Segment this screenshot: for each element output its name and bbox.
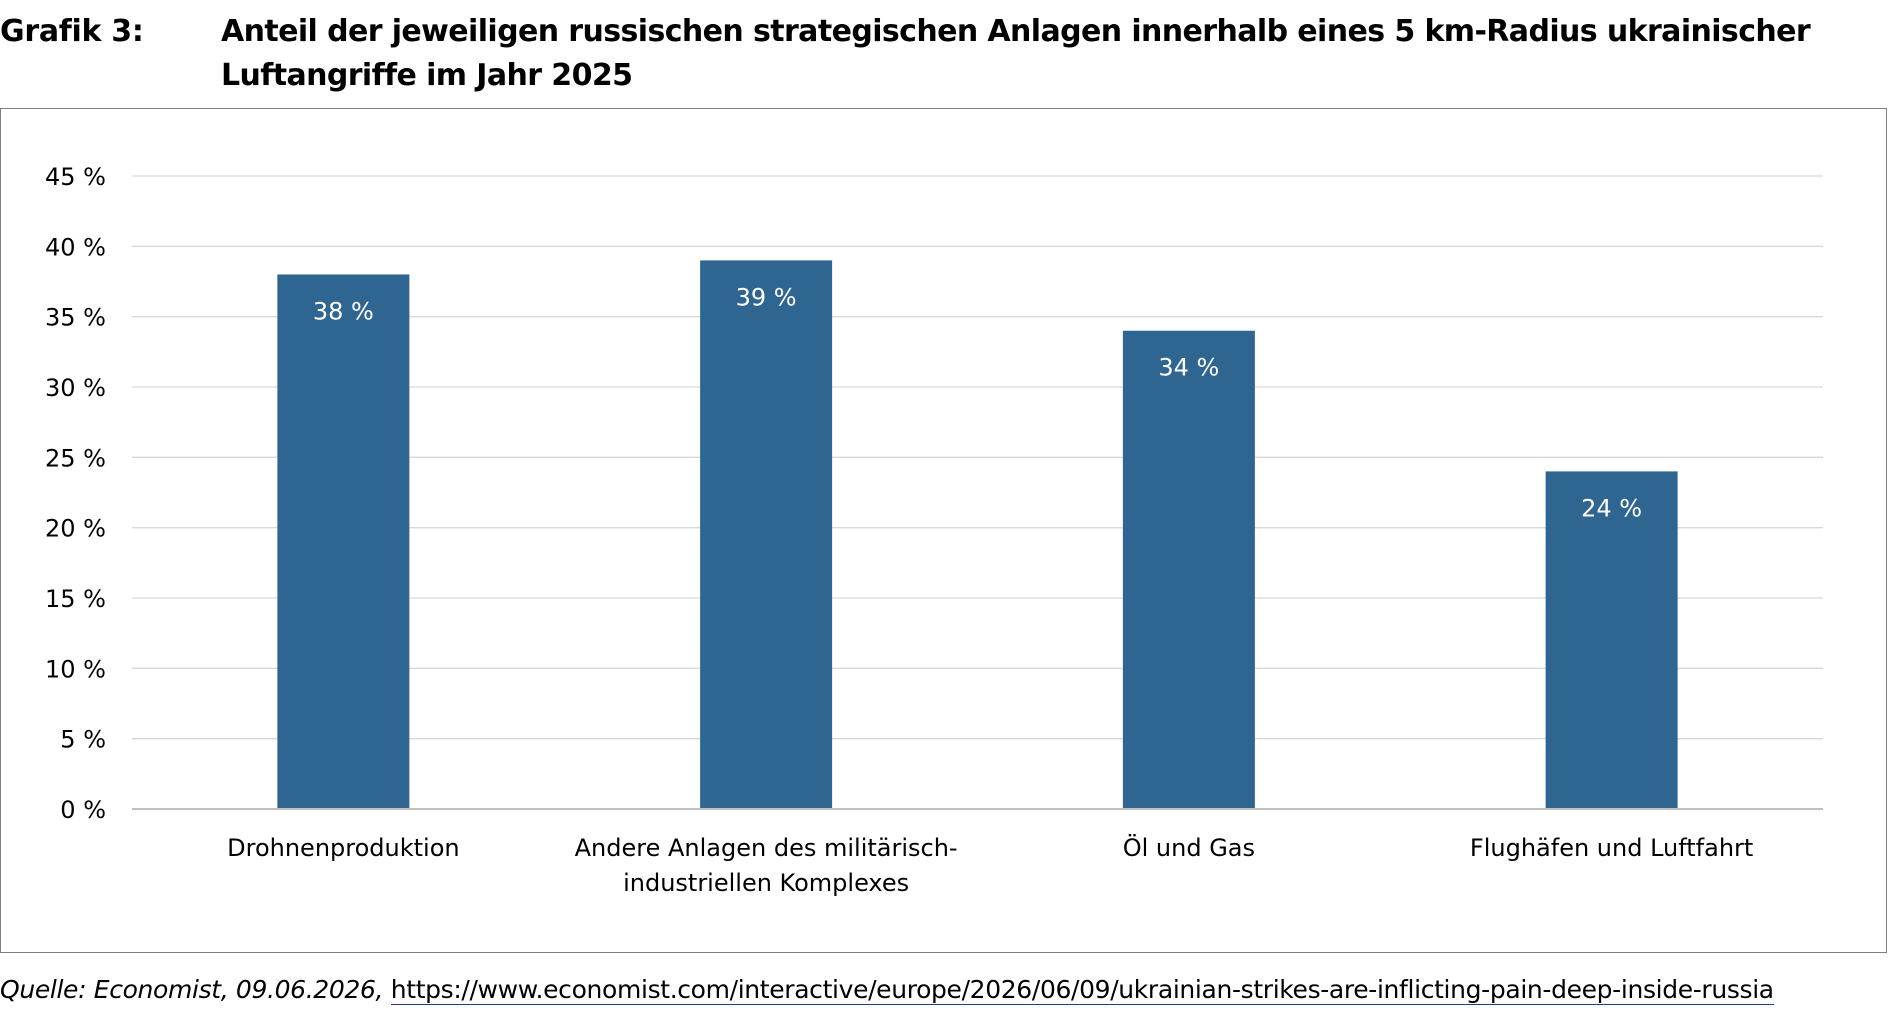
y-tick-label: 0 % bbox=[60, 796, 106, 824]
x-category-label: Öl und Gas bbox=[1123, 833, 1255, 862]
bar bbox=[1545, 471, 1678, 809]
y-tick-label: 15 % bbox=[45, 585, 106, 613]
source-citation: Quelle: Economist, 09.06.2026, bbox=[0, 975, 384, 1004]
bar-data-label: 34 % bbox=[1158, 354, 1219, 382]
x-category-label: Drohnenproduktion bbox=[227, 834, 459, 862]
source-line: Quelle: Economist, 09.06.2026, https://w… bbox=[0, 972, 1888, 1008]
bar-data-label: 38 % bbox=[313, 297, 374, 325]
source-link[interactable]: https://www.economist.com/interactive/eu… bbox=[390, 975, 1774, 1005]
bar bbox=[700, 260, 833, 809]
x-category-label: Andere Anlagen des militärisch- bbox=[575, 834, 958, 862]
y-tick-label: 30 % bbox=[45, 374, 106, 402]
bar-data-label: 39 % bbox=[736, 283, 797, 311]
chart-frame bbox=[0, 108, 1887, 953]
bar bbox=[1122, 330, 1255, 809]
y-tick-label: 20 % bbox=[45, 515, 106, 543]
x-category-label: Flughäfen und Luftfahrt bbox=[1470, 834, 1753, 862]
y-tick-label: 5 % bbox=[60, 726, 106, 754]
y-tick-label: 40 % bbox=[45, 233, 106, 261]
figure-title: Anteil der jeweiligen russischen strateg… bbox=[221, 14, 1811, 93]
y-tick-label: 35 % bbox=[45, 304, 106, 332]
bar-data-label: 24 % bbox=[1581, 494, 1642, 522]
y-tick-label: 25 % bbox=[45, 444, 106, 472]
figure-header: Grafik 3: Anteil der jeweiligen russisch… bbox=[0, 10, 1890, 100]
y-tick-label: 45 % bbox=[45, 163, 106, 191]
x-category-label: industriellen Komplexes bbox=[623, 869, 909, 897]
figure-label: Grafik 3: bbox=[0, 14, 144, 49]
bar bbox=[277, 274, 410, 809]
y-tick-label: 10 % bbox=[45, 655, 106, 683]
